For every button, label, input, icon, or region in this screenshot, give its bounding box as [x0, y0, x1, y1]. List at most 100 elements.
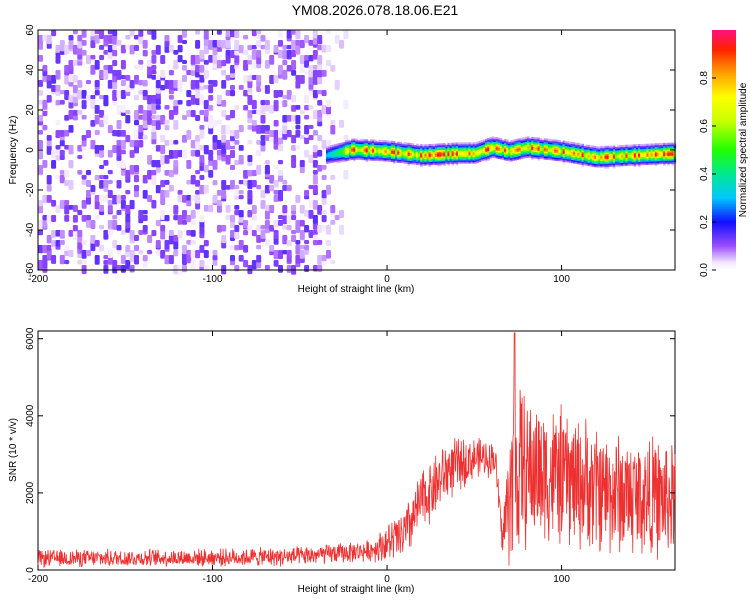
spectrogram-cell: [642, 158, 645, 161]
spectrogram-cell: [147, 60, 153, 67]
spectrogram-cell: [367, 142, 371, 145]
spectrogram-cell: [330, 146, 333, 149]
spectrogram-cell: [374, 146, 377, 149]
spectrogram-cell: [413, 153, 417, 156]
spectrogram-cell: [225, 50, 231, 57]
spectrogram-cell: [568, 160, 572, 163]
spectrogram-cell: [506, 147, 509, 150]
spectrogram-cell: [116, 155, 122, 161]
spectrogram-cell: [308, 210, 314, 219]
spectrogram-cell: [234, 130, 240, 139]
spectrogram-cell: [94, 145, 100, 154]
spectrogram-cell: [386, 146, 390, 149]
spectrogram-cell: [652, 156, 656, 159]
spectrogram-cell: [312, 185, 318, 194]
spectrogram-cell: [615, 148, 618, 151]
spectrogram-cell: [260, 200, 266, 209]
spectrogram-cell: [38, 245, 43, 254]
spectrogram-cell: [508, 153, 511, 155]
spectrogram-cell: [399, 145, 402, 147]
spectrogram-cell: [520, 145, 524, 148]
spectrogram-cell: [424, 145, 427, 148]
spectrogram-cell: [291, 40, 297, 50]
spectrogram-cell: [107, 205, 113, 214]
spectrogram-cell: [264, 210, 270, 220]
spectrogram-cell: [489, 154, 492, 157]
spectrogram-cell: [573, 161, 576, 164]
spectrogram-cell: [460, 145, 463, 148]
spectrogram-cell: [346, 152, 350, 155]
spectrogram-cell: [656, 144, 660, 147]
spectrogram-cell: [278, 145, 283, 152]
spectrogram-cell: [326, 30, 331, 35]
spectrogram-cell: [489, 153, 492, 156]
spectrogram-cell: [610, 156, 614, 159]
spectrogram-cell: [654, 157, 658, 160]
spectrogram-cell: [646, 151, 649, 154]
spectrogram-cell: [344, 141, 348, 144]
spectrogram-cell: [409, 151, 413, 153]
spectrogram-cell: [330, 154, 333, 157]
spectrogram-cell: [134, 165, 139, 172]
spectrogram-cell: [340, 152, 344, 155]
spectrogram-cell: [512, 146, 515, 149]
spectrogram-cell: [589, 164, 593, 167]
spectrogram-cell: [42, 195, 48, 204]
spectrogram-cell: [554, 139, 557, 142]
spectrogram-cell: [654, 154, 658, 157]
spectrogram-cell: [504, 150, 507, 153]
spectrogram-cell: [365, 147, 369, 150]
colorbar-ticks: 0.00.20.40.60.8: [699, 71, 716, 277]
spectrogram-cell: [68, 180, 74, 190]
spectrogram-cell: [631, 158, 635, 161]
spectrogram-cell: [591, 145, 595, 148]
spectrogram-cell: [64, 45, 70, 55]
spectrogram-cell: [380, 154, 383, 157]
spectrogram-cell: [499, 154, 503, 157]
spectrogram-cell: [390, 160, 394, 162]
spectrogram-cell: [112, 215, 118, 220]
spectrogram-cell: [103, 40, 109, 47]
spectrogram-cell: [407, 146, 411, 148]
spectrogram-cell: [182, 30, 187, 38]
spectrogram-cell: [631, 155, 635, 158]
spectrogram-cell: [46, 250, 52, 260]
spectrogram-cell: [339, 210, 344, 218]
spectrogram-cell: [658, 143, 662, 146]
spectrogram-cell: [633, 161, 637, 164]
spectrogram-cell: [462, 142, 465, 145]
spectrogram-cell: [543, 146, 547, 149]
spectrogram-cell: [363, 142, 367, 145]
spectrogram-cell: [338, 144, 341, 147]
spectrogram-cell: [386, 151, 390, 154]
spectrogram-cell: [374, 150, 377, 153]
spectrogram-cell: [142, 190, 148, 199]
spectrogram-cell: [665, 154, 668, 156]
spectrogram-cell: [399, 153, 402, 155]
spectrogram-cell: [142, 40, 148, 49]
spectrogram-cell: [491, 139, 494, 142]
spectrogram-cell: [103, 115, 109, 125]
spectrogram-cell: [432, 156, 436, 159]
spectrogram-cell: [529, 154, 532, 157]
spectrogram-cell: [656, 154, 660, 157]
spectrogram-cell: [621, 154, 624, 157]
spectrogram-cell: [416, 148, 419, 151]
spectrogram-cell: [612, 156, 616, 159]
spectrogram-cell: [631, 146, 635, 148]
spectrogram-cell: [566, 152, 570, 155]
spectrogram-cell: [577, 147, 580, 150]
spectrogram-x-label: Height of straight line (km): [298, 284, 415, 295]
spectrogram-cell: [59, 170, 65, 175]
spectrogram-cell: [550, 145, 553, 148]
spectrogram-cell: [564, 140, 568, 143]
spectrogram-cell: [443, 149, 446, 152]
spectrogram-cell: [543, 141, 547, 144]
spectrogram-cell: [642, 150, 645, 153]
spectrogram-cell: [610, 161, 614, 164]
spectrogram-cell: [568, 146, 572, 149]
spectrogram-cell: [428, 164, 432, 167]
spectrogram-cell: [577, 146, 580, 149]
spectrogram-cell: [629, 149, 633, 152]
spectrogram-cell: [155, 105, 161, 110]
